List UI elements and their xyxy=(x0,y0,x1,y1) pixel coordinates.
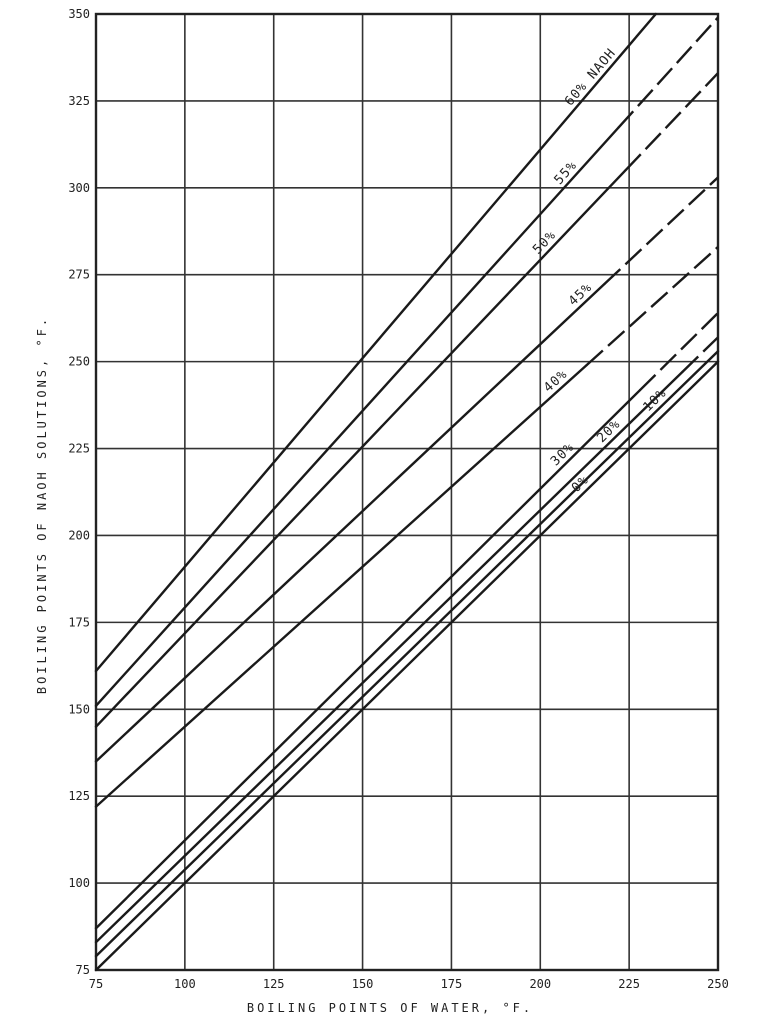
series-line-extension xyxy=(585,246,719,367)
x-tick-label: 150 xyxy=(352,977,374,991)
y-tick-label: 350 xyxy=(68,7,90,21)
y-tick-label: 75 xyxy=(76,963,90,977)
x-tick-label: 250 xyxy=(707,977,729,991)
x-tick-label: 225 xyxy=(618,977,640,991)
x-axis-title: BOILING POINTS OF WATER, °F. xyxy=(247,1001,533,1015)
series-line-extension xyxy=(681,336,719,373)
series-line xyxy=(94,168,627,728)
series-lines xyxy=(94,12,720,972)
x-tick-label: 175 xyxy=(441,977,463,991)
y-tick-label: 150 xyxy=(68,702,90,716)
series-label: 45% xyxy=(566,280,596,309)
y-tick-label: 125 xyxy=(68,789,90,803)
series-line xyxy=(94,126,620,707)
grid-lines xyxy=(94,12,720,972)
y-tick-label: 325 xyxy=(68,94,90,108)
series-line xyxy=(94,370,684,944)
x-tick-label: 75 xyxy=(89,977,103,991)
series-label: 10% xyxy=(640,386,669,415)
y-tick-label: 200 xyxy=(68,528,90,542)
tick-labels: 75 100 125 150 175 200 225 250 75 100 125 150 175 200… xyxy=(68,7,729,991)
series-label: 50% xyxy=(530,228,559,258)
y-tick-label: 225 xyxy=(68,442,90,456)
series-line-extension xyxy=(638,312,719,392)
series-line xyxy=(94,364,588,808)
y-tick-label: 100 xyxy=(68,876,90,890)
series-line xyxy=(94,389,642,930)
series-line xyxy=(94,12,657,673)
series-line-extension xyxy=(624,72,719,172)
y-tick-label: 275 xyxy=(68,268,90,282)
x-tick-label: 125 xyxy=(263,977,285,991)
y-tick-label: 175 xyxy=(68,615,90,629)
plot-frame xyxy=(94,12,720,972)
y-axis-title: BOILING POINTS OF NAOH SOLUTIONS, °F. xyxy=(35,316,49,694)
series-line-extension xyxy=(603,176,719,286)
x-tick-label: 100 xyxy=(174,977,196,991)
y-tick-label: 250 xyxy=(68,355,90,369)
y-tick-label: 300 xyxy=(68,181,90,195)
series-line xyxy=(94,282,606,763)
series-label: 60% NAOH xyxy=(562,46,619,109)
series-line-extension xyxy=(617,16,719,129)
series-label: 30% xyxy=(548,440,577,469)
series-line xyxy=(94,350,720,958)
series-label: 20% xyxy=(594,417,623,446)
x-tick-label: 200 xyxy=(529,977,551,991)
series-line xyxy=(94,360,720,972)
series-label: 55% xyxy=(552,158,581,188)
